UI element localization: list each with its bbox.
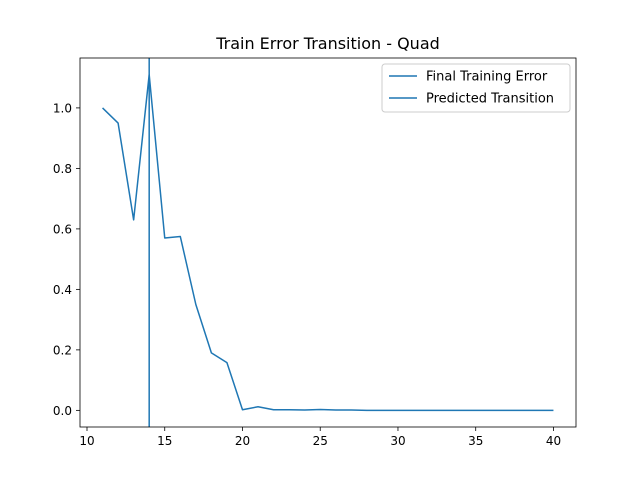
x-tick-label: 25 — [313, 434, 328, 448]
x-tick-label: 40 — [546, 434, 561, 448]
x-tick-label: 30 — [390, 434, 405, 448]
x-tick-label: 35 — [468, 434, 483, 448]
x-tick-label: 10 — [79, 434, 94, 448]
chart-title: Train Error Transition - Quad — [215, 34, 440, 53]
y-tick-label: 0.6 — [53, 222, 72, 236]
series-line-0 — [102, 73, 554, 412]
legend: Final Training Error Predicted Transitio… — [381, 63, 571, 113]
legend-box — [381, 63, 571, 113]
y-tick-label: 1.0 — [53, 101, 72, 115]
y-tick-label: 0.0 — [53, 404, 72, 418]
x-tick-label: 15 — [157, 434, 172, 448]
y-tick-label: 0.4 — [53, 283, 72, 297]
legend-label-predicted-transition: Predicted Transition — [426, 92, 554, 107]
y-tick-label: 0.2 — [53, 343, 72, 357]
x-tick-label: 20 — [235, 434, 250, 448]
legend-label-training-error: Final Training Error — [426, 70, 548, 85]
y-tick-label: 0.8 — [53, 162, 72, 176]
plot-frame — [79, 57, 577, 428]
